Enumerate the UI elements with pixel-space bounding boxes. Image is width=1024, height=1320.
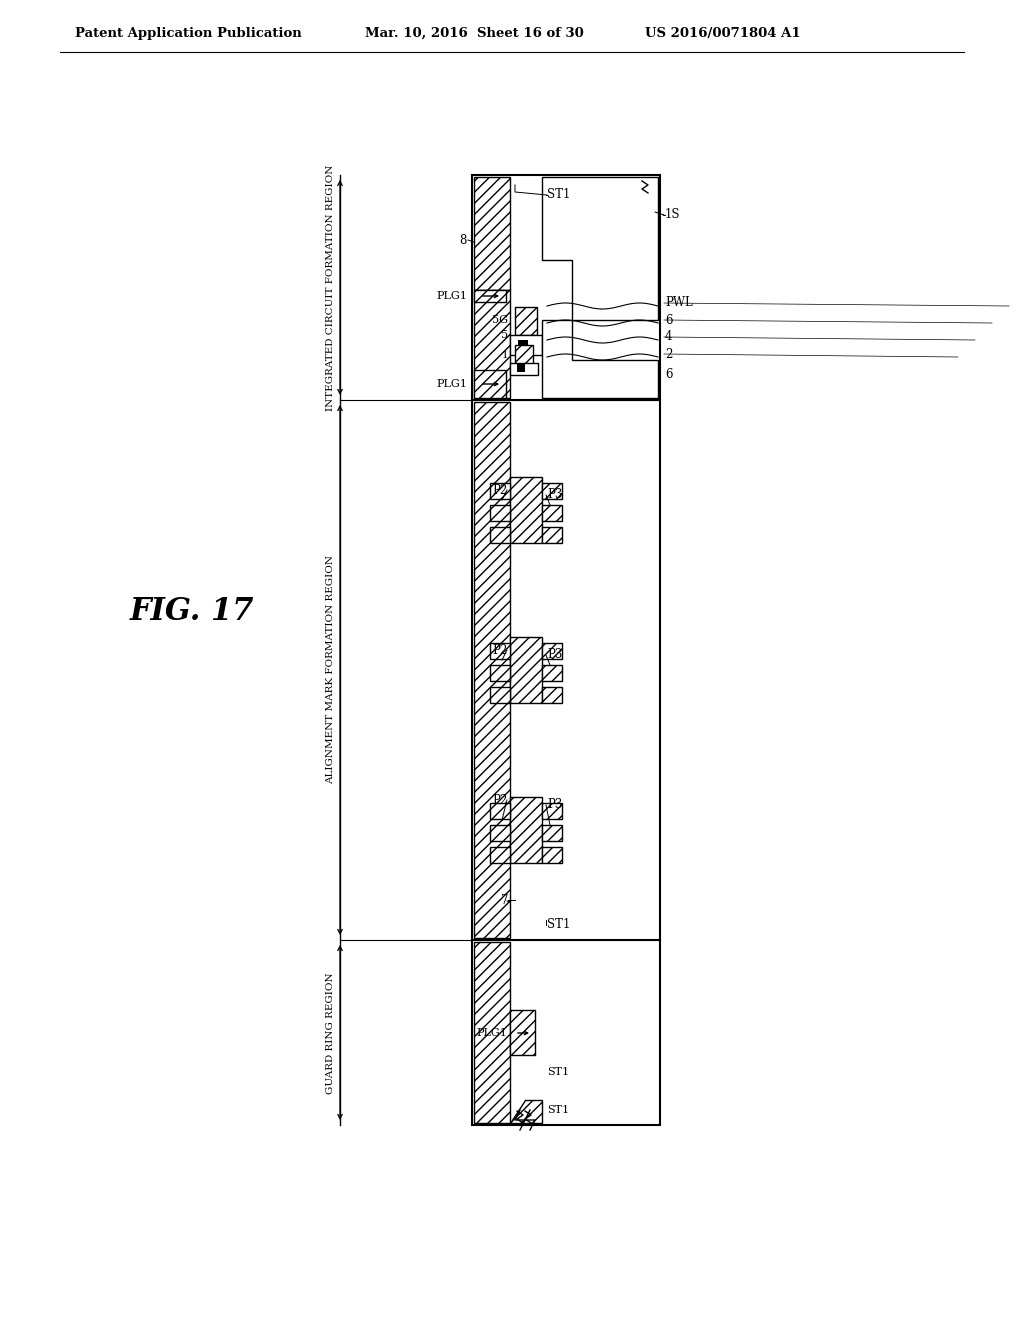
Text: PLG1: PLG1 xyxy=(436,290,467,301)
Text: 7: 7 xyxy=(501,894,508,907)
Bar xyxy=(490,506,510,521)
Text: ST1: ST1 xyxy=(547,919,570,932)
Text: P2: P2 xyxy=(493,644,508,656)
Bar xyxy=(515,308,537,335)
Bar xyxy=(542,527,562,543)
Text: US 2016/0071804 A1: US 2016/0071804 A1 xyxy=(645,26,801,40)
Text: P3: P3 xyxy=(547,488,562,502)
Text: Mar. 10, 2016  Sheet 16 of 30: Mar. 10, 2016 Sheet 16 of 30 xyxy=(365,26,584,40)
Text: ALIGNMENT MARK FORMATION REGION: ALIGNMENT MARK FORMATION REGION xyxy=(326,556,335,784)
Text: PLG1: PLG1 xyxy=(476,1028,507,1038)
Text: GUARD RING REGION: GUARD RING REGION xyxy=(326,973,335,1094)
Bar xyxy=(490,665,510,681)
Text: P2: P2 xyxy=(493,483,508,496)
Bar xyxy=(510,797,542,863)
Text: ST1: ST1 xyxy=(547,189,570,202)
Text: 8: 8 xyxy=(460,234,467,247)
Bar xyxy=(490,483,510,499)
Bar xyxy=(490,686,510,704)
Bar xyxy=(490,825,510,841)
Bar xyxy=(542,803,562,818)
Bar xyxy=(510,335,542,355)
Text: 2: 2 xyxy=(665,347,673,360)
Text: 6: 6 xyxy=(665,368,673,381)
Text: 1: 1 xyxy=(502,351,508,359)
Bar xyxy=(542,847,562,863)
Bar xyxy=(542,665,562,681)
Bar xyxy=(490,643,510,659)
Polygon shape xyxy=(542,177,658,319)
Bar xyxy=(490,527,510,543)
Text: ST1: ST1 xyxy=(547,1105,569,1115)
Bar xyxy=(474,290,506,302)
Bar xyxy=(542,643,562,659)
Bar xyxy=(490,847,510,863)
Text: 5G: 5G xyxy=(492,315,508,325)
Text: 1S: 1S xyxy=(665,209,681,222)
Text: FIG. 17: FIG. 17 xyxy=(130,597,255,627)
Bar xyxy=(474,177,510,290)
Bar xyxy=(542,686,562,704)
Text: Patent Application Publication: Patent Application Publication xyxy=(75,26,302,40)
Bar xyxy=(542,825,562,841)
Bar xyxy=(472,400,660,940)
Bar xyxy=(474,942,510,1123)
Polygon shape xyxy=(542,319,658,399)
Bar xyxy=(472,176,660,400)
Text: P3: P3 xyxy=(547,799,562,812)
Text: PLG1: PLG1 xyxy=(436,379,467,389)
Bar xyxy=(474,370,506,399)
Bar xyxy=(490,803,510,818)
Bar xyxy=(510,638,542,704)
Bar xyxy=(542,483,562,499)
Bar xyxy=(518,341,528,350)
Bar xyxy=(510,1010,535,1055)
Text: 5: 5 xyxy=(501,330,508,341)
Text: ST1: ST1 xyxy=(547,1067,569,1077)
Text: P3: P3 xyxy=(547,648,562,661)
Bar xyxy=(472,940,660,1125)
Bar xyxy=(542,506,562,521)
Text: P2: P2 xyxy=(493,793,508,807)
Bar xyxy=(517,364,525,372)
Text: 6: 6 xyxy=(665,314,673,326)
Text: 4: 4 xyxy=(665,330,673,343)
Text: PWL: PWL xyxy=(665,297,693,309)
Bar xyxy=(474,290,510,399)
Polygon shape xyxy=(510,1100,542,1123)
Bar xyxy=(474,403,510,939)
Bar xyxy=(510,363,538,375)
Text: INTEGRATED CIRCUIT FORMATION REGION: INTEGRATED CIRCUIT FORMATION REGION xyxy=(326,165,335,412)
Bar xyxy=(510,477,542,543)
Bar xyxy=(515,345,534,366)
